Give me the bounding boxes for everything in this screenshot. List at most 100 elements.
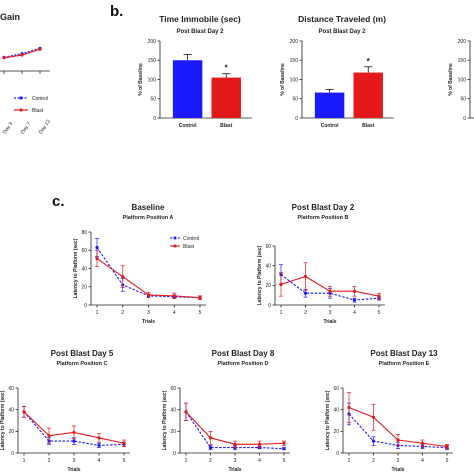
bar-control <box>172 60 203 118</box>
y-axis-label: Latency to Platform (sec) <box>73 238 79 298</box>
y-tick-label: 40 <box>333 407 339 413</box>
y-tick-label: 40 <box>265 263 271 269</box>
x-tick-label: 3 <box>329 310 332 316</box>
y-axis-label: Latency to Platform (sec) <box>162 390 168 450</box>
y-tick-label: 60 <box>8 386 14 392</box>
data-point <box>198 296 202 300</box>
chart-third-bar-panel: 0 50 100 150 200 % of Baseline <box>448 39 474 122</box>
y-axis-label: Latency to Platform (sec) <box>325 390 331 450</box>
x-tick-label: 2 <box>372 458 375 464</box>
panel-letter-c: c. <box>52 193 65 210</box>
legend-label-control: Control <box>183 236 199 242</box>
y-tick-label: 150 <box>290 58 299 64</box>
y-tick-label: 200 <box>148 39 157 45</box>
y-tick-label: 0 <box>153 116 156 122</box>
data-point <box>95 245 99 250</box>
legend-marker <box>19 96 23 100</box>
y-tick-label: 60 <box>170 386 176 392</box>
x-tick-label: 2 <box>304 310 307 316</box>
chart-title: Time Immobile (sec) <box>159 14 241 24</box>
x-tick-label: 3 <box>234 458 237 464</box>
x-tick-label: Day 13 <box>38 119 52 136</box>
bar-blast <box>353 72 383 118</box>
chart-post-blast-day-8: Post Blast Day 8 Platform Position D 0 20 40… <box>162 349 290 473</box>
significance-marker: * <box>225 64 229 73</box>
y-axis-label: Latency to Platform (sec) <box>0 390 6 450</box>
chart-weight-gain: Gain Day 3 Day 7 Day 13 Control Blast <box>0 12 52 135</box>
data-point <box>97 436 101 440</box>
y-tick-label: 20 <box>81 285 87 291</box>
chart-baseline: Baseline Platform Position A 0 20 40 60 80 1 2 3 4… <box>73 203 206 325</box>
x-tick-label: 5 <box>123 458 126 464</box>
x-axis-label: Trials <box>323 319 336 325</box>
data-point <box>352 289 357 293</box>
y-tick-label: 60 <box>81 248 87 254</box>
chart-distance-traveled: Distance Traveled (m) Post Blast Day 2 0 50… <box>280 14 394 129</box>
x-tick-label: Control <box>179 123 197 129</box>
x-tick-label: 3 <box>73 458 76 464</box>
data-point <box>122 441 126 445</box>
y-tick-label: 60 <box>265 244 271 250</box>
y-tick-label: 60 <box>333 386 339 392</box>
x-tick-label: Day 7 <box>20 121 33 135</box>
chart-title: Distance Traveled (m) <box>298 14 386 24</box>
x-tick-label: 4 <box>98 458 101 464</box>
data-point <box>233 442 237 446</box>
x-tick-label: 5 <box>446 458 449 464</box>
y-axis-label: % of Baseline <box>138 63 144 96</box>
chart-title: Baseline <box>132 203 165 212</box>
chart-post-blast-day-5: Post Blast Day 5 Platform Position C 0 20 40… <box>0 349 130 473</box>
data-point <box>279 282 283 286</box>
x-tick-label: 5 <box>283 458 286 464</box>
data-point <box>47 434 51 438</box>
data-point <box>97 443 101 448</box>
significance-marker: * <box>367 57 371 66</box>
data-point <box>72 439 76 443</box>
y-tick-label: 0 <box>295 116 298 122</box>
chart-subtitle: Platform Position A <box>123 215 174 221</box>
y-tick-label: 20 <box>8 429 14 435</box>
y-tick-label: 20 <box>265 283 271 289</box>
y-tick-label: 50 <box>460 97 466 103</box>
data-point <box>445 444 449 449</box>
y-tick-label: 0 <box>268 303 271 309</box>
x-tick-label: 3 <box>147 310 150 316</box>
x-tick-label: 4 <box>173 310 176 316</box>
x-tick-label: Blast <box>362 123 375 129</box>
chart-time-immobile: Time Immobile (sec) Post Blast Day 2 0 50 10… <box>138 14 252 129</box>
data-point <box>38 47 42 51</box>
y-tick-label: 100 <box>148 77 157 83</box>
x-tick-label: 5 <box>378 310 381 316</box>
y-tick-label: 0 <box>84 303 87 309</box>
chart-title: Gain <box>0 12 20 22</box>
y-tick-label: 100 <box>458 77 467 83</box>
x-axis-label: Trials <box>142 319 155 325</box>
data-point <box>352 298 357 302</box>
y-tick-label: 20 <box>333 429 339 435</box>
y-tick-label: 200 <box>290 39 299 45</box>
data-point <box>347 405 351 410</box>
data-point <box>303 291 308 295</box>
x-tick-label: 1 <box>23 458 26 464</box>
legend-marker <box>173 244 177 248</box>
legend-label-blast: Blast <box>32 108 44 114</box>
y-tick-label: 40 <box>81 266 87 272</box>
x-tick-label: 5 <box>199 310 202 316</box>
y-tick-label: 150 <box>148 58 157 64</box>
data-point <box>257 442 262 446</box>
y-tick-label: 50 <box>150 97 156 103</box>
data-point <box>282 441 286 445</box>
series-line-control <box>96 247 201 299</box>
chart-title: Post Blast Day 13 <box>370 349 438 358</box>
x-tick-label: Control <box>321 123 339 129</box>
data-point <box>303 274 308 279</box>
x-tick-label: Blast <box>220 123 233 129</box>
y-tick-label: 0 <box>173 451 176 457</box>
chart-subtitle: Platform Position E <box>379 361 430 367</box>
data-point <box>72 430 76 435</box>
series-line-blast <box>96 258 201 299</box>
data-point <box>20 53 24 57</box>
chart-title: Post Blast Day 5 <box>51 349 114 358</box>
y-tick-label: 40 <box>8 407 14 413</box>
